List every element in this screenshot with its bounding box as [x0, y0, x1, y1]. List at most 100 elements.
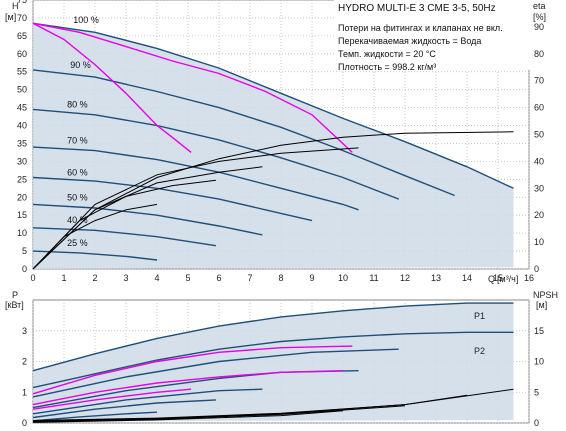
- y-tick-label: 70: [17, 13, 27, 23]
- power-limit-curve: [32, 345, 353, 395]
- head-curves: [32, 22, 514, 270]
- power-axis-label: P: [12, 290, 18, 300]
- head-curve: [32, 227, 217, 247]
- npsh-axis-unit: [м]: [536, 300, 547, 310]
- x-tick-label: 3: [123, 273, 128, 283]
- y-tick-label: 75: [17, 0, 27, 5]
- y2-tick-label: 50: [534, 130, 544, 140]
- eta-axis-unit: [%]: [533, 12, 546, 22]
- npsh-axis-label: NPSH: [533, 290, 558, 300]
- x-tick-label: 12: [400, 273, 410, 283]
- x-tick-label: 6: [216, 273, 221, 283]
- x-tick-label: 16: [524, 273, 534, 283]
- p1-curve-label: P1: [474, 311, 485, 321]
- x-tick-label: 15: [493, 273, 503, 283]
- chart-title: HYDRO MULTI-E 3 CME 3-5, 50Hz: [338, 3, 496, 14]
- y-tick-label: 0: [22, 264, 27, 274]
- efficiency-curve: [32, 147, 359, 270]
- y-tick-label: 10: [17, 228, 27, 238]
- x-tick-label: 11: [369, 273, 378, 283]
- x-tick-label: 7: [247, 273, 252, 283]
- power-curve-p1: [32, 302, 514, 372]
- npsh-curve: [32, 405, 406, 423]
- y2-tick-label: 70: [534, 76, 544, 86]
- y-tick-label: 2: [22, 357, 27, 367]
- efficiency-curve: [32, 131, 514, 270]
- head-labels: 100 % 90 % 80 % 70 % 60 % 50 % 40 % 25 %: [67, 15, 99, 248]
- head-curve: [32, 176, 313, 222]
- x-tick-label: 9: [309, 273, 314, 283]
- y-tick-label: 55: [17, 67, 27, 77]
- y2-tick-label: 80: [534, 49, 544, 59]
- speed-label: 90 %: [70, 60, 91, 70]
- power-operating-area: [33, 303, 514, 422]
- x-tick-label: 10: [338, 273, 348, 283]
- y2-tick-label: 10: [534, 237, 544, 247]
- speed-label: 100 %: [73, 15, 99, 25]
- speed-label: 60 %: [67, 168, 88, 178]
- note-density: Плотность = 998.2 кг/м³: [338, 62, 436, 72]
- speed-label: 40 %: [67, 215, 88, 225]
- x-tick-label: 0: [30, 273, 35, 283]
- x-tick-label: 13: [431, 273, 441, 283]
- y-tick-label: 35: [17, 138, 27, 148]
- y-tick-label: 3: [22, 326, 27, 336]
- power-curve: [32, 411, 158, 422]
- y2-tick-label: 0: [534, 418, 539, 428]
- y-tick-label: 15: [17, 210, 27, 220]
- head-axis-label: H: [12, 1, 19, 11]
- y-tick-label: 30: [17, 156, 27, 166]
- head-curve: [32, 108, 400, 200]
- head-curve: [32, 250, 158, 261]
- x-tick-label: 2: [92, 273, 97, 283]
- y2-tick-label: 10: [534, 357, 544, 367]
- flow-axis-unit: [м³/ч]: [497, 274, 518, 284]
- npsh-curve: [32, 394, 468, 422]
- head-curve: [32, 203, 263, 236]
- head-operating-area: [33, 23, 514, 269]
- x-tick-label: 4: [154, 273, 159, 283]
- efficiency-curve: [32, 203, 158, 270]
- y2-tick-label: 40: [534, 156, 544, 166]
- head-curve: [32, 69, 455, 197]
- y-tick-label: 5: [22, 246, 27, 256]
- power-limit-curve: [32, 388, 192, 410]
- speed-label: 70 %: [67, 135, 88, 145]
- y-tick-label: 60: [17, 49, 27, 59]
- power-curve: [32, 348, 399, 398]
- x-tick-label: 14: [462, 273, 472, 283]
- p2-curve-label: P2: [474, 346, 485, 356]
- y2-tick-label: 15: [534, 326, 544, 336]
- power-curve-p2: [32, 331, 514, 389]
- flow-axis-label: Q: [488, 274, 495, 284]
- speed-label: 25 %: [67, 238, 88, 248]
- y2-tick-label: 20: [534, 210, 544, 220]
- power-operating-region: [33, 303, 514, 422]
- head-limit-curve: [32, 22, 192, 153]
- note-liquid: Перекачиваемая жидкость = Вода: [338, 36, 481, 46]
- head-curve: [32, 22, 514, 189]
- operating-region: [33, 23, 514, 269]
- power-curves: [32, 302, 514, 423]
- y-tick-label: 25: [17, 174, 27, 184]
- y2-tick-label: 0: [534, 264, 539, 274]
- y2-tick-label: 60: [534, 103, 544, 113]
- head-limit-curve: [32, 22, 353, 153]
- y-tick-label: 65: [17, 31, 27, 41]
- y-tick-label: 1: [22, 387, 27, 397]
- npsh-curve: [32, 410, 344, 423]
- efficiency-curve: [32, 166, 263, 270]
- y2-tick-label: 90: [534, 22, 544, 32]
- y-tick-label: 20: [17, 192, 27, 202]
- info-box: [334, 0, 530, 70]
- x-tick-label: 1: [61, 273, 66, 283]
- y-tick-label: 50: [17, 85, 27, 95]
- head-axis-unit: [м]: [5, 12, 16, 22]
- x-tick-label: 8: [278, 273, 283, 283]
- x-tick-label: 5: [185, 273, 190, 283]
- y-tick-label: 0: [22, 418, 27, 428]
- y-tick-label: 40: [17, 121, 27, 131]
- y-tick-label: 45: [17, 103, 27, 113]
